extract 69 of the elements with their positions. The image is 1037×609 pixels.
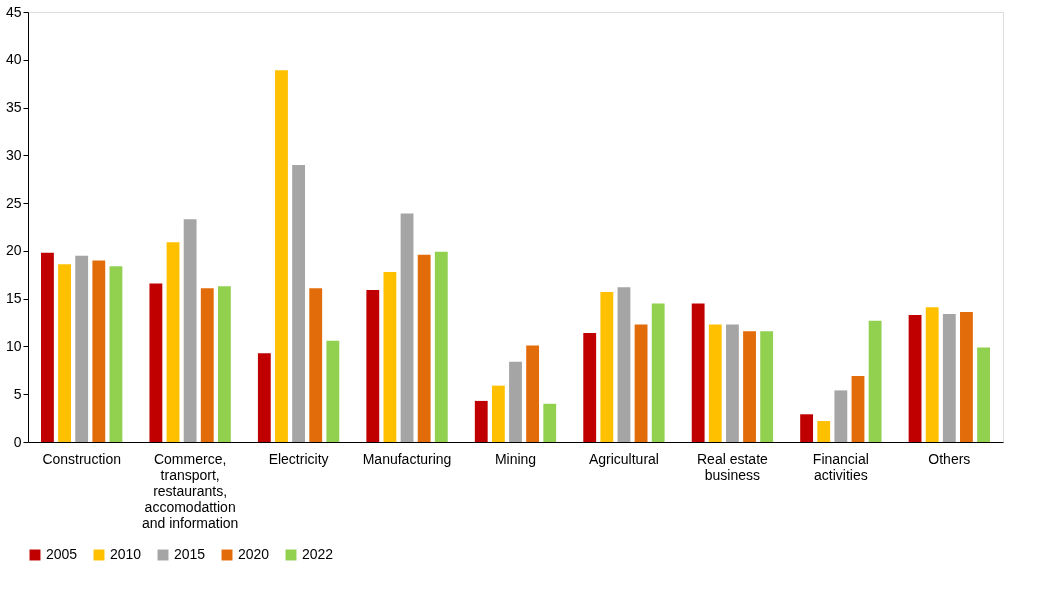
bar [908,314,922,442]
bar [509,361,522,442]
x-tick-label: Real estate business [696,450,769,483]
x-tick-label: Construction [42,450,121,467]
bar [834,390,848,442]
bar [651,303,665,442]
y-tick-label: 40 [5,51,22,68]
legend-label: 2010 [110,546,142,562]
bar [817,420,831,442]
y-tick-label: 30 [5,146,22,163]
bar [217,286,231,442]
bar [200,288,214,442]
x-tick-label: Mining [494,450,537,467]
bar [691,303,705,442]
bar [800,414,814,442]
bar [383,271,397,442]
x-tick-label: Commerce, transport, restaurants, accomodattion and information [141,450,239,531]
bar [760,331,774,442]
bar [743,331,756,442]
bar [617,287,631,442]
bar [41,252,54,442]
x-tick-label: Electricity [268,450,329,467]
legend-label: 2022 [302,546,334,562]
bar [309,288,323,442]
bar [543,403,557,442]
bar [960,312,973,442]
bar [634,324,648,442]
bar [434,251,448,442]
bar [725,324,739,442]
bar [417,254,431,442]
bar [868,320,882,442]
bar [292,164,306,442]
bar [183,219,197,442]
bar [474,400,488,442]
x-tick-label: Financial activities [812,450,869,483]
bar [925,307,939,442]
bar [708,324,722,442]
bar [366,290,380,442]
y-tick-label: 15 [5,290,22,307]
y-tick-label: 5 [13,385,22,402]
bar [92,260,106,442]
bar [977,347,990,442]
y-tick-label: 20 [5,242,22,259]
y-tick-label: 25 [5,194,22,211]
legend-label: 2005 [46,546,78,562]
legend-label: 2015 [174,546,206,562]
bar [75,255,89,442]
x-tick-label: Manufacturing [362,450,452,467]
bar [149,283,163,442]
bar [526,345,540,442]
bar [166,242,180,442]
bar [400,213,414,442]
bar [600,291,614,442]
y-tick-label: 35 [5,99,22,116]
bar [583,333,597,442]
bar [491,385,505,442]
y-tick-label: 0 [13,433,22,450]
legend-label: 2020 [238,546,270,562]
bar [109,266,123,442]
bar [275,70,288,442]
x-tick-label: Agricultural [588,450,659,467]
bar [851,376,865,442]
bar [257,353,271,442]
y-tick-label: 45 [5,3,22,20]
bar [942,313,956,442]
bar [326,340,340,442]
bar [58,264,71,442]
y-tick-label: 10 [5,337,22,354]
x-tick-label: Others [928,450,971,467]
